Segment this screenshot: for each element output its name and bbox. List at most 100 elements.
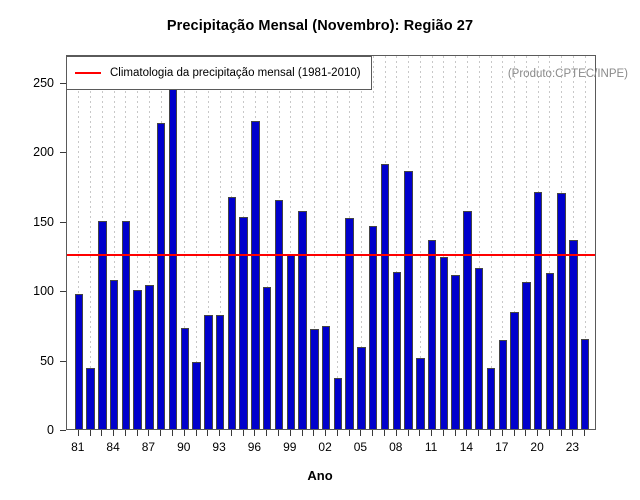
y-tick-label: 0: [47, 423, 54, 437]
y-tick-mark: [60, 291, 66, 293]
x-tick-label: 84: [106, 440, 120, 454]
x-tick-mark: [560, 430, 562, 436]
x-tick-mark: [113, 430, 115, 436]
x-tick-mark: [454, 430, 456, 436]
bar: [156, 123, 166, 429]
bar: [86, 367, 95, 429]
bar: [262, 287, 272, 429]
legend-line-swatch-icon: [75, 72, 101, 74]
x-tick-mark: [478, 430, 480, 436]
x-tick-mark: [183, 430, 185, 436]
x-tick-label: 23: [565, 440, 580, 454]
x-tick-mark: [266, 430, 268, 436]
y-tick-mark: [60, 430, 66, 431]
x-tick-label: 08: [389, 440, 403, 454]
x-tick-mark: [513, 430, 515, 436]
x-tick-label: 99: [283, 440, 297, 454]
x-tick-mark: [431, 430, 433, 436]
gridline-vertical: [266, 56, 268, 429]
x-tick-label: 90: [177, 440, 191, 454]
bar: [451, 274, 460, 429]
x-tick-mark: [419, 430, 421, 436]
bar: [345, 217, 354, 429]
bar: [569, 240, 578, 429]
x-tick-mark: [195, 430, 197, 436]
x-tick-mark: [548, 430, 550, 436]
bar: [486, 367, 496, 429]
bar: [274, 199, 284, 429]
x-tick-mark: [384, 430, 385, 436]
product-annotation: (Produto:CPTEC/INPE): [507, 68, 628, 80]
bar: [463, 210, 472, 429]
bar: [380, 163, 390, 429]
bar: [498, 340, 507, 429]
x-tick-mark: [77, 430, 79, 436]
bar: [321, 326, 331, 429]
x-tick-mark: [101, 430, 103, 436]
bar: [204, 315, 213, 429]
gridline-vertical: [525, 56, 527, 429]
x-tick-mark: [301, 430, 303, 436]
gridline-vertical: [184, 56, 186, 429]
gridline-vertical: [148, 56, 150, 429]
x-tick-mark: [395, 430, 397, 436]
gridline-vertical: [490, 56, 492, 429]
y-tick-label: 150: [33, 214, 54, 229]
bar: [74, 294, 83, 429]
gridline-vertical: [313, 56, 315, 429]
bar: [109, 280, 119, 429]
x-axis-label: Ano: [307, 468, 333, 483]
bar: [474, 267, 484, 429]
bar: [368, 226, 378, 429]
x-tick-mark: [242, 430, 244, 436]
bar: [192, 362, 201, 429]
bar: [251, 120, 260, 429]
y-tick-label: 100: [33, 284, 54, 299]
bar: [98, 220, 107, 429]
bar: [121, 220, 131, 429]
bar: [545, 273, 555, 429]
bar: [298, 210, 307, 429]
climatology-line: [67, 254, 595, 257]
y-tick-mark: [60, 152, 66, 154]
gridline-vertical: [137, 56, 139, 429]
gridline-vertical: [337, 56, 339, 429]
gridline-vertical: [207, 56, 209, 429]
gridline-vertical: [584, 56, 586, 429]
x-tick-label: 05: [353, 440, 368, 454]
bar: [133, 290, 142, 429]
x-tick-mark: [230, 430, 232, 436]
x-tick-mark: [360, 430, 362, 436]
x-tick-mark: [136, 430, 138, 436]
bar: [557, 192, 566, 429]
x-tick-mark: [278, 430, 279, 436]
x-tick-mark: [490, 430, 491, 436]
x-tick-mark: [336, 430, 338, 436]
y-tick-label: 250: [33, 75, 54, 90]
bar: [522, 281, 531, 429]
x-tick-mark: [584, 430, 586, 436]
y-tick-label: 200: [33, 145, 54, 160]
chart-title: Precipitação Mensal (Novembro): Região 2…: [166, 18, 474, 34]
x-tick-mark: [372, 430, 374, 436]
x-tick-mark: [124, 430, 126, 436]
x-tick-label: 20: [530, 440, 544, 454]
bar: [580, 338, 590, 429]
x-tick-mark: [219, 430, 221, 436]
gridline-vertical: [549, 56, 551, 429]
gridline-vertical: [478, 56, 480, 429]
y-tick-mark: [60, 360, 66, 362]
x-tick-label: 81: [71, 440, 85, 454]
x-tick-mark: [207, 430, 209, 436]
x-tick-mark: [407, 430, 409, 436]
x-tick-label: 17: [495, 440, 509, 454]
x-tick-mark: [501, 430, 503, 436]
x-tick-label: 11: [424, 440, 438, 454]
bar: [510, 312, 519, 429]
gridline-vertical: [290, 56, 292, 429]
x-tick-mark: [313, 430, 315, 436]
gridline-vertical: [443, 56, 445, 429]
bar: [357, 347, 366, 429]
x-tick-mark: [325, 430, 327, 436]
